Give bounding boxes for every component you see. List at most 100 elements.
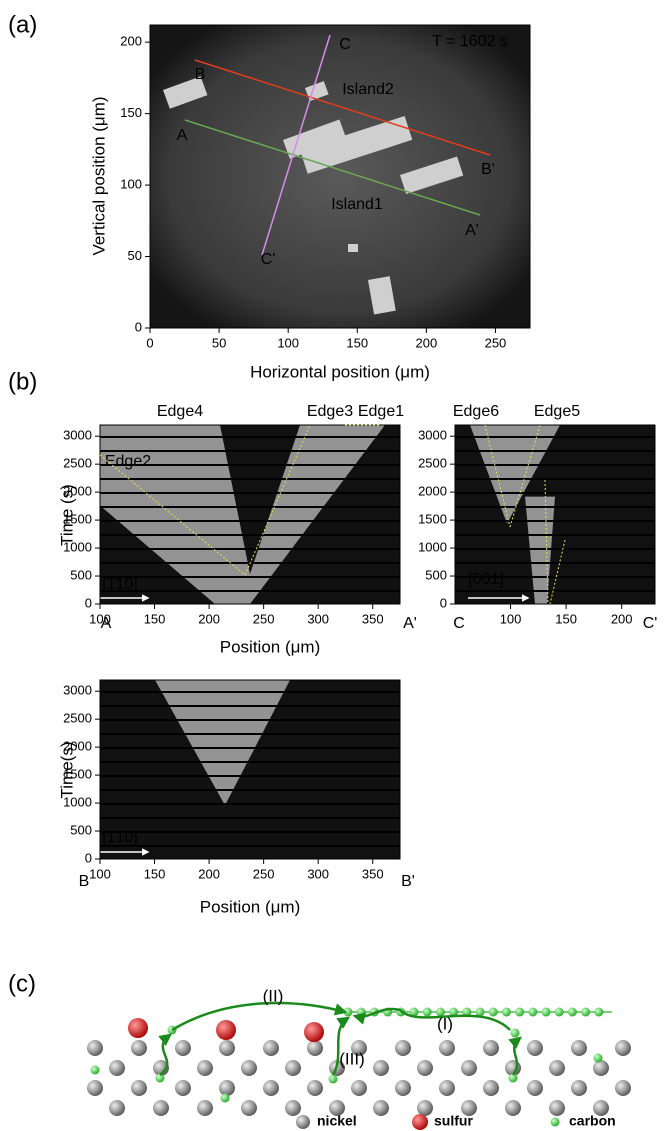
nickel-atom [153, 1100, 169, 1116]
edge-trace [549, 539, 566, 605]
x-axis-label: Position (μm) [220, 637, 320, 656]
nickel-atom [109, 1100, 125, 1116]
y-axis-label: Time(s) [57, 742, 76, 799]
edge-trace [509, 424, 541, 528]
panel-label: (a) [8, 11, 37, 38]
nickel-atom [351, 1080, 367, 1096]
x-tick-label: 0 [146, 335, 153, 350]
carbon-atom [155, 1073, 165, 1083]
growth-region [155, 680, 290, 806]
carbon-atom [449, 1007, 459, 1017]
y-tick-label: 150 [120, 105, 142, 120]
x-tick-label: 200 [611, 611, 633, 626]
image-background [150, 25, 530, 328]
annotation: C' [643, 615, 658, 632]
plot-frame [99, 424, 401, 605]
carbon-atom [554, 1007, 564, 1017]
x-tick-label: 300 [307, 866, 329, 881]
y-tick-label: 500 [70, 567, 92, 582]
annotation: C [339, 36, 351, 53]
annotation: T = 1602 s [432, 33, 508, 50]
y-tick-label: 2000 [63, 739, 92, 754]
carbon-atom [508, 1073, 518, 1083]
legend-label: nickel [317, 1113, 357, 1129]
carbon-atom [462, 1007, 472, 1017]
annotation: A [101, 615, 112, 632]
nickel-atom [285, 1060, 301, 1076]
carbon-atom [422, 1007, 432, 1017]
nickel-atom [571, 1040, 587, 1056]
nickel-atom [219, 1080, 235, 1096]
nickel-atom [615, 1040, 631, 1056]
growth-region [100, 425, 385, 604]
diffusion-path [352, 1007, 511, 1031]
edge-trace [244, 424, 311, 576]
annotation: [001] [468, 571, 504, 588]
nickel-atom [527, 1080, 543, 1096]
x-tick-label: 150 [144, 611, 166, 626]
x-tick-label: 250 [253, 866, 275, 881]
edge-trace [484, 424, 511, 528]
annotation: [1̄10] [102, 829, 138, 846]
x-tick-label: 200 [198, 611, 220, 626]
line-a [184, 119, 481, 216]
nickel-atom [263, 1080, 279, 1096]
legend-swatch [412, 1114, 428, 1130]
nickel-atom [439, 1040, 455, 1056]
nickel-atom [549, 1060, 565, 1076]
carbon-atom [328, 1074, 338, 1084]
edge-trace [544, 479, 549, 605]
panel-label: (b) [8, 368, 37, 395]
edge-trace [99, 454, 246, 576]
x-axis-label: Position (μm) [200, 897, 300, 916]
nickel-atom [483, 1040, 499, 1056]
plot-frame [454, 424, 656, 605]
legend-swatch [296, 1115, 310, 1129]
x-tick-label: 250 [253, 611, 275, 626]
carbon-atom [220, 1093, 230, 1103]
growth-region [470, 425, 560, 604]
annotation: C [453, 615, 465, 632]
carbon-atom [409, 1007, 419, 1017]
x-tick-label: 150 [144, 866, 166, 881]
y-tick-label: 0 [135, 319, 142, 334]
x-tick-label: 100 [500, 611, 522, 626]
nickel-atom [461, 1060, 477, 1076]
y-tick-label: 1000 [63, 540, 92, 555]
annotation: Edge3 [307, 403, 353, 420]
nickel-atom [241, 1100, 257, 1116]
island [400, 156, 464, 195]
y-tick-label: 1500 [63, 767, 92, 782]
y-tick-label: 500 [70, 822, 92, 837]
nickel-atom [175, 1080, 191, 1096]
carbon-atom [581, 1007, 591, 1017]
nickel-atom [549, 1100, 565, 1116]
x-tick-label: 100 [89, 611, 111, 626]
island [283, 119, 347, 159]
carbon-atom [594, 1007, 604, 1017]
annotation: A' [403, 615, 417, 632]
legend-swatch [550, 1117, 560, 1127]
line-b [194, 59, 491, 156]
annotation: B' [401, 873, 415, 890]
x-tick-label: 350 [362, 611, 384, 626]
nickel-atom [131, 1080, 147, 1096]
annotation: C' [261, 251, 276, 268]
annotation: B [79, 873, 90, 890]
x-tick-label: 200 [416, 335, 438, 350]
nickel-atom [307, 1040, 323, 1056]
x-tick-label: 250 [485, 335, 507, 350]
x-tick-label: 100 [89, 866, 111, 881]
x-tick-label: 50 [212, 335, 226, 350]
nickel-atom [241, 1060, 257, 1076]
sulfur-atom [216, 1020, 236, 1040]
nickel-atom [285, 1100, 301, 1116]
island [300, 116, 413, 174]
plot-frame [99, 679, 401, 860]
x-axis-label: Horizontal position (μm) [250, 362, 430, 381]
island [368, 276, 396, 315]
legend-label: sulfur [434, 1113, 473, 1129]
nickel-atom [615, 1080, 631, 1096]
x-tick-label: 150 [555, 611, 577, 626]
nickel-atom [87, 1080, 103, 1096]
